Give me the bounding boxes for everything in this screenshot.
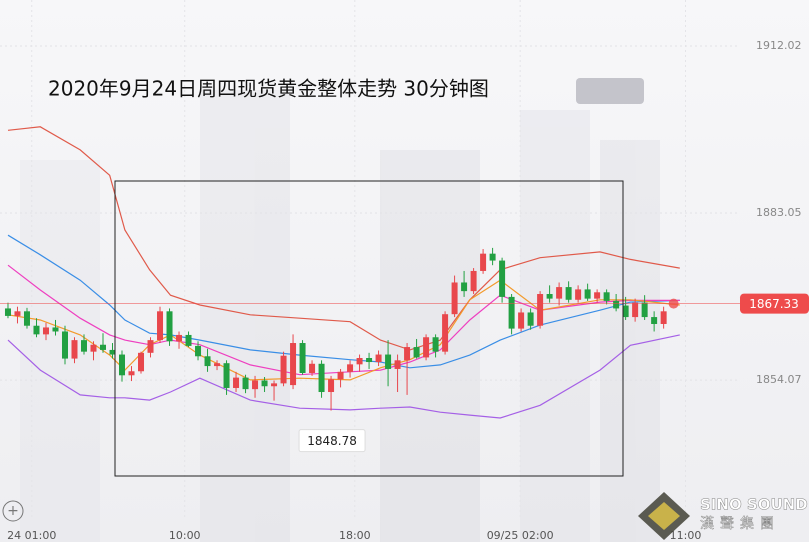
candle-body [546,294,553,299]
candle-body [299,343,306,373]
candle-body [242,377,249,390]
current-price-tag [740,293,809,314]
candle-body [508,296,515,329]
candle-body [223,363,230,388]
candle-body [565,287,572,300]
x-tick-label: 10:00 [169,529,201,542]
candle-body [556,287,563,299]
watermark: SINO SOUND 漢聲集團 [638,492,808,540]
candle-body [23,311,30,326]
candle-body [423,337,430,358]
candle-body [584,289,591,299]
indicator-line [7,334,680,419]
candle-body [651,317,658,324]
candle-body [537,294,544,326]
candle-body [337,371,344,380]
indicator-line [7,234,680,369]
chart-title: 2020年9月24日周四现货黄金整体走势 30分钟图 [48,77,489,101]
candle-body [613,300,620,309]
brand-cn: 漢聲集團 [700,515,780,532]
low-label: 1848.78 [307,434,357,448]
candle-body [527,312,534,326]
y-tick-label: 1854.07 [756,373,802,386]
candle-body [157,311,164,341]
candle-body [347,364,354,372]
candle-body [100,344,107,350]
candle-body [128,371,135,376]
candle-body [575,289,582,300]
candle-body [52,327,59,332]
candle-body [366,358,373,363]
candle-body [660,311,667,324]
candle-body [309,363,316,373]
candle-body [33,325,40,335]
candle-body [641,302,648,318]
candle-body [109,349,116,355]
candle-body [71,340,78,359]
candle-body [119,354,126,376]
indicator-line [7,126,680,351]
candle-body [385,354,392,369]
candle-body [204,356,211,367]
current-price-label: 1867.33 [749,297,799,311]
candle-body [14,311,21,316]
candle-body [413,347,420,358]
x-tick-label: 18:00 [339,529,371,542]
candle-body [594,292,601,299]
candle-body [290,343,297,386]
candle-body [632,302,639,318]
candle-body [271,383,278,387]
candle-body [252,380,259,390]
candle-body [185,334,192,346]
candle-body [42,327,49,335]
y-tick-label: 1912.02 [756,39,802,52]
low-label-box [298,429,366,453]
indicator-line [7,264,680,376]
candle-body [195,345,202,357]
candle-body [4,308,11,316]
candle-body [61,331,68,359]
candle-body [261,380,268,387]
candle-body [328,379,335,393]
blurred-logo [576,78,644,104]
candle-body [280,355,287,384]
candle-body [461,282,468,292]
candle-body [622,305,629,318]
candle-body [394,360,401,369]
candle-body [480,253,487,271]
x-tick-label: 09/25 02:00 [487,529,554,542]
highlight-box [114,180,624,477]
candle-body [147,340,154,353]
candle-body [233,377,240,388]
candle-body [375,354,382,363]
x-tick-label: 11:00 [670,529,702,542]
candle-body [176,334,183,342]
brand: SINO SOUND [700,496,808,514]
candle-body [166,311,173,342]
candle-body [603,292,610,301]
candle-body [404,347,411,361]
candle-body [518,312,525,329]
x-tick-label: 24 01:00 [7,529,56,542]
candle-body [90,344,97,352]
zoom-icon[interactable] [2,500,24,522]
candle-body [499,260,506,297]
y-tick-label: 1883.05 [756,206,802,219]
candle-body [80,340,87,352]
candle-body [356,358,363,365]
candle-body [432,337,439,352]
zoom-plus[interactable]: + [7,503,19,519]
candle-body [451,282,458,315]
candle-body [214,363,221,367]
candle-body [442,314,449,352]
current-price-dot [668,298,679,309]
candle-body [138,352,145,372]
candle-body [489,253,496,261]
candle-body [318,363,325,393]
candle-body [470,270,477,292]
